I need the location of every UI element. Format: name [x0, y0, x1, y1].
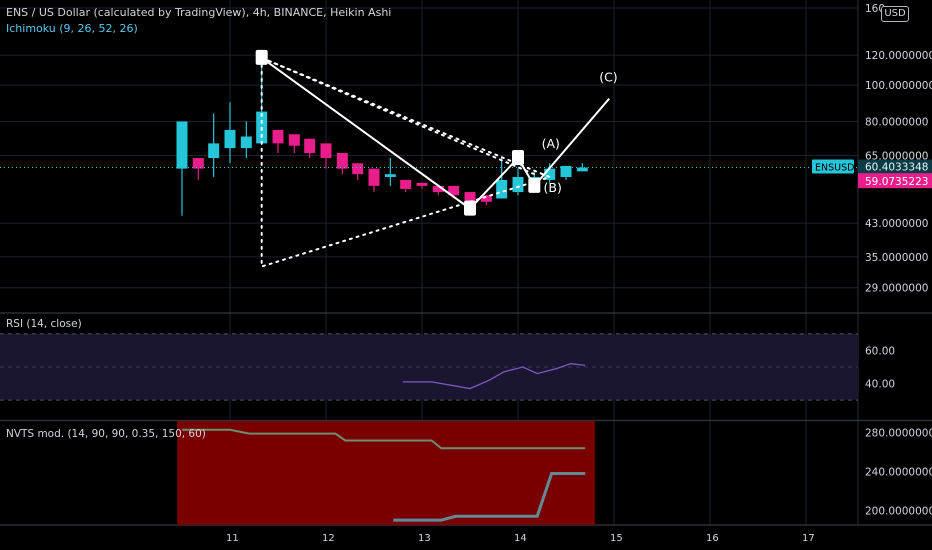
candle-body: [336, 153, 348, 169]
y-tick-label: 80.0000000: [865, 117, 928, 129]
current-price-value: 60.4033348: [865, 162, 928, 174]
candle-body: [512, 177, 524, 193]
nvts-y-tick: 200.0000000: [865, 505, 932, 517]
nvts-series-line: [182, 428, 586, 450]
candle-body: [496, 179, 508, 199]
chart-title: ENS / US Dollar (calculated by TradingVi…: [6, 6, 392, 19]
candle-body: [272, 129, 284, 144]
candle-body: [208, 143, 220, 159]
symbol-tag: [812, 159, 854, 174]
candle-body: [304, 138, 316, 154]
upper-trend-dotted: [260, 56, 536, 176]
candle-body: [416, 182, 428, 186]
x-tick-label: 12: [322, 533, 335, 544]
y-tick-label: 120.0000000: [865, 50, 932, 62]
x-tick-label: 11: [226, 533, 239, 544]
y-tick-label: 43.0000000: [865, 218, 928, 230]
rsi-legend[interactable]: RSI (14, close): [6, 318, 82, 330]
candle-body: [464, 192, 476, 206]
pattern-anchor-handle: [464, 200, 476, 216]
pattern-anchor-handle: [255, 49, 268, 65]
nvts-series-line: [393, 471, 586, 522]
candle-body: [224, 129, 236, 149]
nvts-y-tick: 280.0000000: [865, 428, 932, 440]
rsi-y-tick: 60.00: [865, 345, 895, 357]
y-tick-label: 160: [865, 3, 885, 15]
wave-label: (B): [544, 180, 562, 195]
candle-body: [288, 134, 300, 146]
candle-body: [240, 136, 252, 149]
candle-body: [560, 165, 572, 178]
candle-body: [176, 121, 188, 169]
candle-body: [192, 158, 204, 169]
wave-label: (C): [599, 70, 617, 85]
candle-body: [384, 174, 396, 178]
y-tick-label: 29.0000000: [865, 283, 928, 295]
wave-label: (A): [542, 136, 560, 151]
symbol-tag-label: ENSUSD: [815, 163, 854, 174]
candle-body: [368, 168, 380, 186]
candle-body: [448, 185, 460, 196]
x-tick-label: 17: [802, 533, 815, 544]
candle-body: [352, 163, 364, 175]
pattern-anchor-handle: [512, 150, 524, 166]
candle-body: [320, 143, 332, 159]
candle-body: [432, 185, 444, 193]
currency-badge[interactable]: USD: [881, 6, 909, 22]
y-tick-label: 100.0000000: [865, 80, 932, 92]
triangle-dotted: [260, 56, 553, 268]
last-price-tag: [858, 173, 932, 189]
candle-body: [576, 167, 588, 172]
rsi-y-tick: 40.00: [865, 379, 895, 391]
x-tick-label: 14: [514, 533, 527, 544]
nvts-highlight-area: [177, 421, 595, 525]
y-tick-label: 65.0000000: [865, 151, 928, 163]
last-price-value: 59.0735223: [865, 176, 928, 188]
nvts-legend[interactable]: NVTS mod. (14, 90, 90, 0.35, 150, 60): [6, 428, 206, 440]
nvts-y-tick: 240.0000000: [865, 467, 932, 479]
y-tick-label: 35.0000000: [865, 252, 928, 264]
ichimoku-legend[interactable]: Ichimoku (9, 26, 52, 26): [6, 22, 138, 35]
x-tick-label: 16: [706, 533, 719, 544]
x-tick-label: 13: [418, 533, 431, 544]
candle-body: [480, 195, 492, 202]
candle-body: [544, 168, 556, 180]
pattern-anchor-handle: [528, 177, 541, 193]
candle-body: [400, 179, 412, 189]
x-tick-label: 15: [610, 533, 623, 544]
rsi-line: [402, 363, 586, 390]
